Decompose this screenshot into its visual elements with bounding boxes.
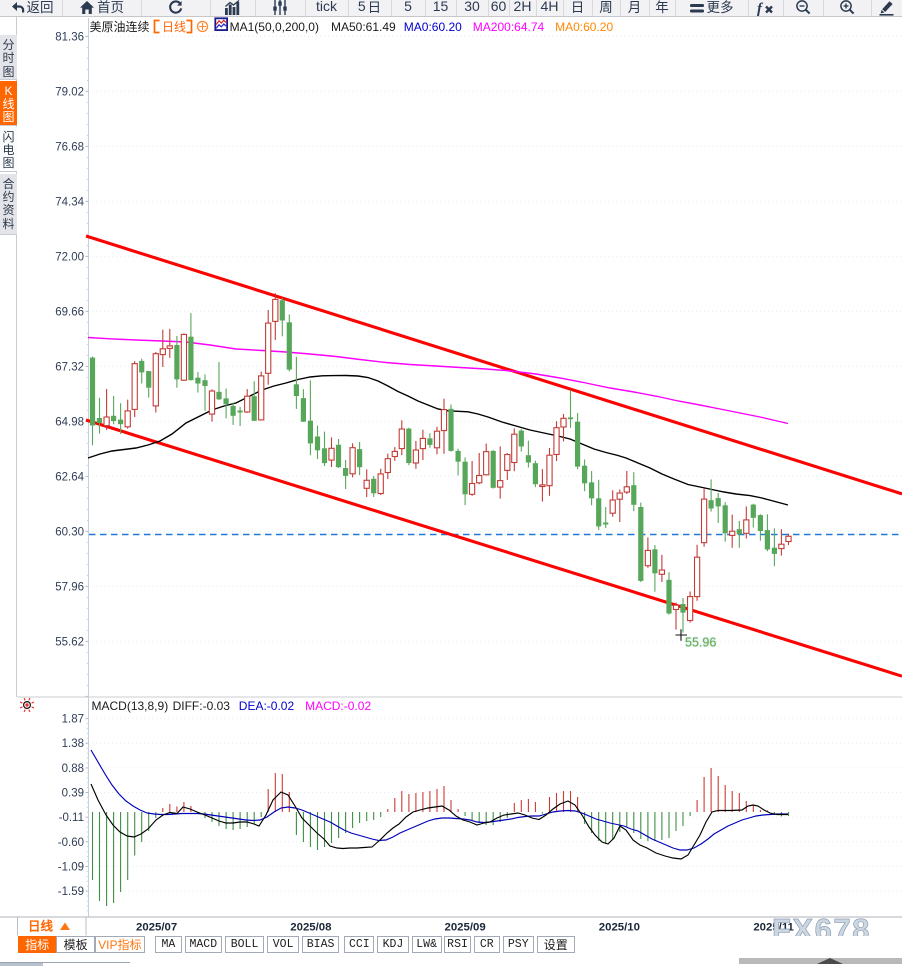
svg-text:-1.09: -1.09 bbox=[58, 862, 84, 874]
svg-text:0.39: 0.39 bbox=[62, 788, 84, 800]
svg-text:美原油连续: 美原油连续 bbox=[90, 18, 150, 35]
svg-text:55.96: 55.96 bbox=[685, 636, 716, 650]
svg-text:69.66: 69.66 bbox=[55, 306, 84, 318]
svg-text:DIFF:-0.03: DIFF:-0.03 bbox=[173, 699, 231, 713]
svg-text:55.62: 55.62 bbox=[55, 636, 84, 648]
svg-text:2025/11: 2025/11 bbox=[753, 922, 794, 934]
svg-text:MA0:60.20: MA0:60.20 bbox=[404, 20, 462, 34]
svg-text:2025/08: 2025/08 bbox=[290, 922, 331, 934]
svg-text:-0.11: -0.11 bbox=[59, 812, 84, 824]
svg-text:MA0:60.20: MA0:60.20 bbox=[555, 20, 613, 34]
svg-text:60.30: 60.30 bbox=[55, 526, 84, 538]
svg-text:日线: 日线 bbox=[162, 18, 186, 35]
svg-text:f: f bbox=[757, 1, 764, 16]
svg-text:76.68: 76.68 bbox=[55, 141, 84, 153]
svg-text:62.64: 62.64 bbox=[55, 471, 84, 483]
svg-text:-0.60: -0.60 bbox=[58, 837, 84, 849]
svg-text:MA50:61.49: MA50:61.49 bbox=[331, 20, 396, 34]
svg-text:MA1(50,0,200,0): MA1(50,0,200,0) bbox=[230, 20, 319, 34]
svg-text:-1.59: -1.59 bbox=[58, 886, 84, 898]
svg-text:MACD(13,8,9): MACD(13,8,9) bbox=[92, 699, 169, 713]
svg-text:DEA:-0.02: DEA:-0.02 bbox=[239, 699, 295, 713]
svg-text:0.88: 0.88 bbox=[62, 763, 84, 775]
svg-text:74.34: 74.34 bbox=[55, 196, 84, 208]
svg-text:67.32: 67.32 bbox=[55, 361, 84, 373]
svg-text:79.02: 79.02 bbox=[55, 86, 84, 98]
svg-text:2025/10: 2025/10 bbox=[599, 922, 640, 934]
svg-text:日线: 日线 bbox=[28, 916, 54, 935]
svg-text:1.87: 1.87 bbox=[62, 714, 84, 726]
svg-text:81.36: 81.36 bbox=[55, 31, 84, 43]
svg-text:64.98: 64.98 bbox=[55, 416, 84, 428]
svg-text:MACD:-0.02: MACD:-0.02 bbox=[305, 699, 371, 713]
svg-text:2025/07: 2025/07 bbox=[136, 922, 177, 934]
svg-text:2025/09: 2025/09 bbox=[445, 922, 486, 934]
svg-text:57.96: 57.96 bbox=[55, 581, 84, 593]
svg-text:72.00: 72.00 bbox=[55, 251, 84, 263]
svg-text:MA200:64.74: MA200:64.74 bbox=[473, 20, 545, 34]
svg-text:1.38: 1.38 bbox=[62, 738, 84, 750]
